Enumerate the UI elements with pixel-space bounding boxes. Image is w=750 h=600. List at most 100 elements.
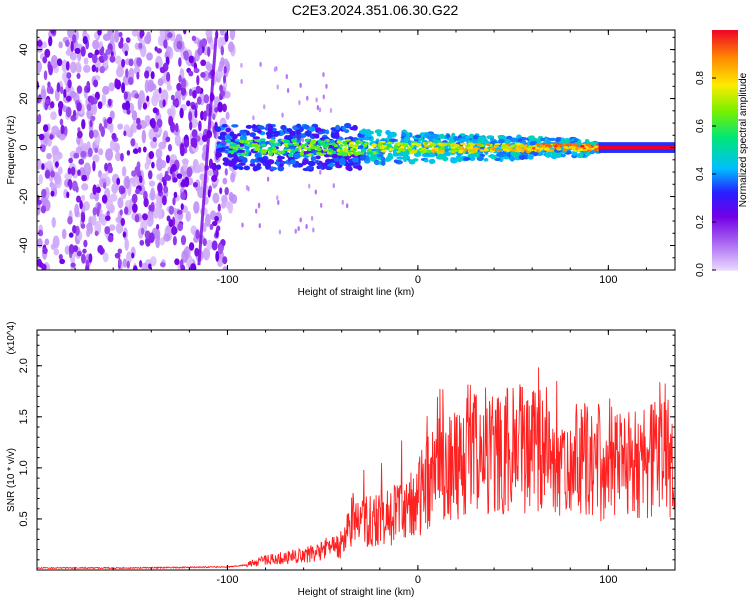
- noise-speck: [258, 223, 261, 229]
- noise-speck: [345, 203, 349, 209]
- signal-blob: [308, 126, 316, 132]
- noise-blob: [86, 103, 92, 112]
- noise-blob: [148, 263, 152, 270]
- noise-blob: [174, 258, 180, 266]
- noise-speck: [156, 173, 163, 180]
- noise-speck: [53, 171, 59, 183]
- signal-core: [393, 145, 398, 149]
- colorbar-cell: [712, 202, 738, 205]
- noise-blob: [110, 51, 114, 57]
- x-tick-label: 0: [415, 274, 421, 286]
- signal-core: [271, 149, 278, 153]
- signal-core: [535, 146, 540, 150]
- signal-blob: [560, 153, 566, 158]
- signal-blob: [238, 155, 245, 160]
- noise-speck: [37, 158, 42, 169]
- signal-core: [427, 144, 433, 149]
- noise-blob: [73, 152, 80, 159]
- noise-blob: [191, 35, 197, 42]
- noise-blob: [70, 262, 76, 268]
- noise-speck: [325, 83, 328, 89]
- signal-core: [347, 149, 352, 153]
- noise-blob: [37, 80, 40, 90]
- noise-blob: [192, 137, 198, 149]
- signal-blob: [403, 156, 408, 163]
- signal-blob: [509, 155, 515, 162]
- noise-blob: [44, 169, 51, 179]
- noise-blob: [217, 203, 221, 212]
- noise-blob: [180, 86, 187, 96]
- signal-core: [562, 142, 567, 147]
- noise-speck: [53, 248, 60, 256]
- colorbar-cell: [712, 84, 738, 87]
- noise-blob: [120, 152, 124, 162]
- signal-blob: [388, 131, 396, 138]
- signal-blob: [221, 123, 228, 128]
- noise-blob: [59, 258, 66, 265]
- noise-blob: [93, 79, 99, 88]
- signal-blob: [497, 134, 502, 139]
- y-tick-label: 1.5: [18, 409, 30, 424]
- noise-blob: [125, 37, 131, 43]
- noise-blob: [67, 167, 72, 175]
- signal-blob: [474, 153, 480, 158]
- signal-core: [463, 148, 467, 152]
- colorbar-cell: [712, 126, 738, 129]
- noise-speck: [315, 97, 318, 103]
- noise-blob: [131, 193, 138, 204]
- signal-core: [412, 149, 418, 153]
- colorbar-cell: [712, 166, 738, 169]
- noise-speck: [97, 148, 104, 156]
- colorbar-cell: [712, 256, 738, 259]
- noise-blob: [184, 178, 190, 188]
- noise-speck: [74, 203, 80, 217]
- noise-speck: [319, 169, 322, 175]
- noise-speck: [57, 166, 63, 175]
- noise-speck: [257, 202, 261, 208]
- noise-speck: [50, 243, 56, 250]
- noise-blob: [134, 214, 140, 223]
- signal-core: [349, 141, 354, 144]
- signal-core: [467, 142, 474, 145]
- colorbar-cell: [712, 196, 738, 199]
- noise-blob: [102, 52, 108, 61]
- signal-core: [239, 146, 245, 150]
- noise-blob: [222, 103, 227, 113]
- colorbar-cell: [712, 78, 738, 81]
- noise-blob: [135, 188, 140, 195]
- noise-blob: [209, 223, 214, 231]
- colorbar-cell: [712, 38, 738, 41]
- noise-speck: [322, 72, 325, 78]
- signal-blob: [335, 124, 341, 131]
- noise-speck: [255, 208, 258, 214]
- signal-core: [409, 144, 415, 148]
- noise-blob: [87, 52, 94, 59]
- signal-blob: [396, 156, 404, 160]
- signal-blob: [560, 139, 565, 144]
- signal-core: [572, 142, 579, 147]
- noise-blob: [85, 259, 90, 267]
- noise-blob: [90, 115, 96, 122]
- signal-blob: [221, 132, 227, 136]
- signal-blob: [244, 145, 250, 150]
- colorbar-cell: [712, 168, 738, 171]
- noise-blob: [200, 110, 205, 121]
- noise-blob: [211, 174, 218, 182]
- colorbar-cell: [712, 42, 738, 45]
- noise-speck: [259, 61, 262, 67]
- noise-blob: [202, 238, 207, 247]
- spectrogram-plot: [37, 30, 675, 270]
- signal-core: [502, 147, 507, 152]
- colorbar-cell: [712, 164, 738, 167]
- signal-blob: [243, 165, 251, 171]
- noise-blob: [215, 30, 219, 39]
- noise-speck: [204, 213, 211, 227]
- noise-blob: [200, 72, 206, 78]
- signal-core: [461, 143, 466, 146]
- colorbar-tick-label: 0.4: [695, 167, 706, 181]
- signal-core: [336, 140, 343, 144]
- noise-blob: [76, 102, 82, 112]
- signal-core: [363, 142, 368, 147]
- noise-speck: [105, 148, 114, 161]
